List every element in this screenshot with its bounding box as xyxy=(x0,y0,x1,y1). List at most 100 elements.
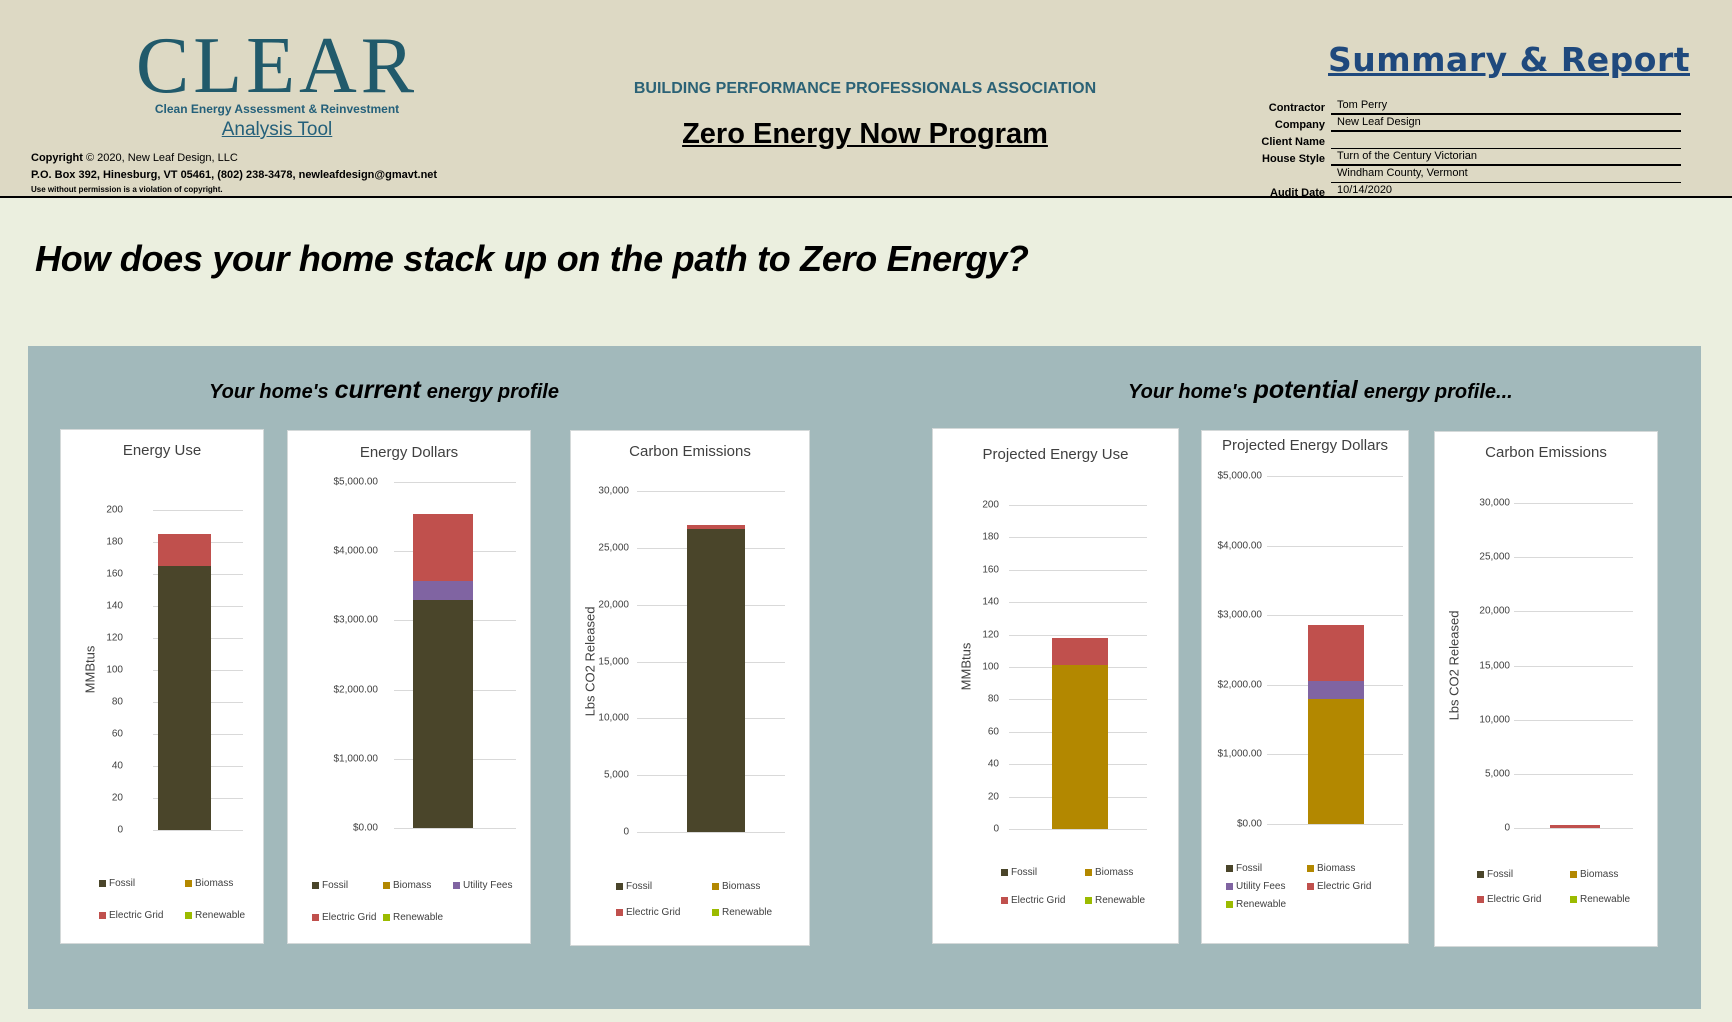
y-axis-tick-label: 200 xyxy=(106,504,123,516)
contact-address: P.O. Box 392, Hinesburg, VT 05461, (802)… xyxy=(31,169,438,181)
chart-card-carbon-projected[interactable]: Carbon Emissions 0 5,000 10,000 15,000 20,000… xyxy=(1434,431,1658,947)
y-axis-tick-label: 100 xyxy=(106,664,123,676)
legend-swatch-icon xyxy=(1307,883,1314,890)
legend-label: Fossil xyxy=(322,880,349,891)
legend-item-fossil[interactable]: Fossil xyxy=(99,878,135,889)
legend-item-biomass[interactable]: Biomass xyxy=(712,881,760,892)
audit-date-label: Audit Date xyxy=(1270,187,1325,199)
y-axis-tick-label: 0 xyxy=(993,823,999,835)
bar-segment-utility-fees[interactable] xyxy=(413,580,473,600)
bar-segment-electric-grid[interactable] xyxy=(413,513,473,581)
legend-label: Biomass xyxy=(393,880,432,891)
legend-label: Electric Grid xyxy=(322,912,377,923)
y-axis-tick-label: 25,000 xyxy=(1479,551,1510,563)
legend-item-fossil[interactable]: Fossil xyxy=(1001,867,1037,878)
company-field[interactable]: New Leaf Design xyxy=(1331,115,1681,132)
house-style-label: House Style xyxy=(1262,153,1325,165)
info-row-audit-date: Audit Date 10/14/2020 xyxy=(1200,183,1681,200)
y-axis-label: Lbs CO2 Released xyxy=(582,606,598,716)
legend-item-electric-grid[interactable]: Electric Grid xyxy=(1477,894,1541,905)
y-axis-tick-label: 20,000 xyxy=(1479,605,1510,617)
legend-item-biomass[interactable]: Biomass xyxy=(383,880,431,891)
y-axis-label: Lbs CO2 Released xyxy=(1446,610,1462,720)
info-row-location: Windham County, Vermont xyxy=(1200,166,1681,183)
legend-label: Fossil xyxy=(626,881,653,892)
legend-swatch-icon xyxy=(712,909,719,916)
legend-swatch-icon xyxy=(1477,871,1484,878)
chart-card-energy-use[interactable]: Energy Use 0 20 40 60 80 100 120 140 160 180 200 MMB… xyxy=(60,429,264,944)
legend-item-fossil[interactable]: Fossil xyxy=(1226,863,1262,874)
summary-report-title: Summary & Report xyxy=(1328,40,1690,79)
y-axis-tick-label: 120 xyxy=(106,632,123,644)
bar-segment-electric-grid[interactable] xyxy=(158,534,211,566)
info-row-contractor: Contractor Tom Perry xyxy=(1200,98,1681,115)
copyright-label: Copyright xyxy=(31,152,83,164)
legend-item-renewable[interactable]: Renewable xyxy=(712,907,772,918)
legend-item-fossil[interactable]: Fossil xyxy=(1477,869,1513,880)
location-field[interactable]: Windham County, Vermont xyxy=(1331,166,1681,183)
legend-item-renewable[interactable]: Renewable xyxy=(1085,895,1145,906)
legend-item-renewable[interactable]: Renewable xyxy=(383,912,443,923)
legend-swatch-icon xyxy=(383,914,390,921)
legend-item-renewable[interactable]: Renewable xyxy=(185,910,245,921)
bar-segment-biomass[interactable] xyxy=(1308,699,1364,824)
y-axis-tick-label: 100 xyxy=(982,661,999,673)
analysis-tool-link[interactable]: Analysis Tool xyxy=(221,119,333,140)
y-axis-tick-label: 180 xyxy=(106,536,123,548)
legend-item-electric-grid[interactable]: Electric Grid xyxy=(1001,895,1065,906)
legend-item-fossil[interactable]: Fossil xyxy=(616,881,652,892)
legend-item-utility-fees[interactable]: Utility Fees xyxy=(1226,881,1285,892)
bar-segment-fossil[interactable] xyxy=(158,566,211,830)
gridline xyxy=(1009,537,1147,539)
gridline xyxy=(153,510,243,511)
legend-label: Electric Grid xyxy=(1011,895,1066,906)
bar-segment-electric-grid[interactable] xyxy=(1308,624,1364,682)
program-title: Zero Energy Now Program xyxy=(682,118,1048,150)
gridline xyxy=(1009,505,1147,506)
legend-item-biomass[interactable]: Biomass xyxy=(1085,867,1133,878)
y-axis-tick-label: 20 xyxy=(111,792,123,804)
y-axis-label: MMBtus xyxy=(82,645,98,694)
legend-swatch-icon xyxy=(1570,871,1577,878)
audit-date-field[interactable]: 10/14/2020 xyxy=(1337,184,1393,196)
legend-item-biomass[interactable]: Biomass xyxy=(1307,863,1355,874)
legend-item-renewable[interactable]: Renewable xyxy=(1570,894,1630,905)
y-axis-tick-label: $4,000.00 xyxy=(333,545,379,557)
client-name-field[interactable] xyxy=(1331,132,1681,149)
legend-swatch-icon xyxy=(312,914,319,921)
y-axis-tick-label: 180 xyxy=(982,531,999,543)
chart-card-energy-dollars[interactable]: Energy Dollars $0.00 $1,000.00 $2,000.00 $3,… xyxy=(287,430,531,944)
chart-title: Projected Energy Dollars xyxy=(1222,437,1388,454)
bar-segment-electric-grid[interactable] xyxy=(687,524,745,529)
bar-segment-electric-grid[interactable] xyxy=(1052,637,1108,666)
legend-label: Fossil xyxy=(1487,869,1514,880)
legend-item-biomass[interactable]: Biomass xyxy=(185,878,233,889)
contractor-field[interactable]: Tom Perry xyxy=(1331,98,1681,115)
bar-segment-fossil[interactable] xyxy=(687,528,745,832)
bar-segment-electric-grid[interactable] xyxy=(1550,825,1600,828)
bar-segment-fossil[interactable] xyxy=(413,599,473,828)
legend-item-electric-grid[interactable]: Electric Grid xyxy=(99,910,163,921)
chart-title: Carbon Emissions xyxy=(629,443,751,460)
bar-segment-utility-fees[interactable] xyxy=(1308,681,1364,700)
energy-profile-panel: Your home's current energy profile Your ho… xyxy=(28,346,1701,1009)
legend-item-fossil[interactable]: Fossil xyxy=(312,880,348,891)
legend-item-electric-grid[interactable]: Electric Grid xyxy=(616,907,680,918)
y-axis-tick-label: 25,000 xyxy=(598,542,629,554)
bar-segment-biomass[interactable] xyxy=(1052,665,1108,829)
legend-item-utility-fees[interactable]: Utility Fees xyxy=(453,880,512,891)
chart-card-carbon-current[interactable]: Carbon Emissions 0 5,000 10,000 15,000 20,000… xyxy=(570,430,810,946)
legend-label: Fossil xyxy=(1011,867,1038,878)
legend-item-biomass[interactable]: Biomass xyxy=(1570,869,1618,880)
y-axis-tick-label: 40 xyxy=(111,760,123,772)
legend-label: Renewable xyxy=(393,912,444,923)
legend-item-electric-grid[interactable]: Electric Grid xyxy=(1307,881,1371,892)
y-axis-tick-label: 40 xyxy=(987,758,999,770)
chart-card-projected-energy-use[interactable]: Projected Energy Use 0 20 40 60 80 100 120 140 16… xyxy=(932,428,1179,944)
legend-item-renewable[interactable]: Renewable xyxy=(1226,899,1286,910)
house-style-field[interactable]: Turn of the Century Victorian xyxy=(1331,149,1681,166)
y-axis-tick-label: 0 xyxy=(1504,822,1510,834)
legend-label: Renewable xyxy=(195,910,246,921)
legend-item-electric-grid[interactable]: Electric Grid xyxy=(312,912,376,923)
chart-card-projected-energy-dollars[interactable]: Projected Energy Dollars $0.00 $1,000.00 $2… xyxy=(1201,430,1409,944)
